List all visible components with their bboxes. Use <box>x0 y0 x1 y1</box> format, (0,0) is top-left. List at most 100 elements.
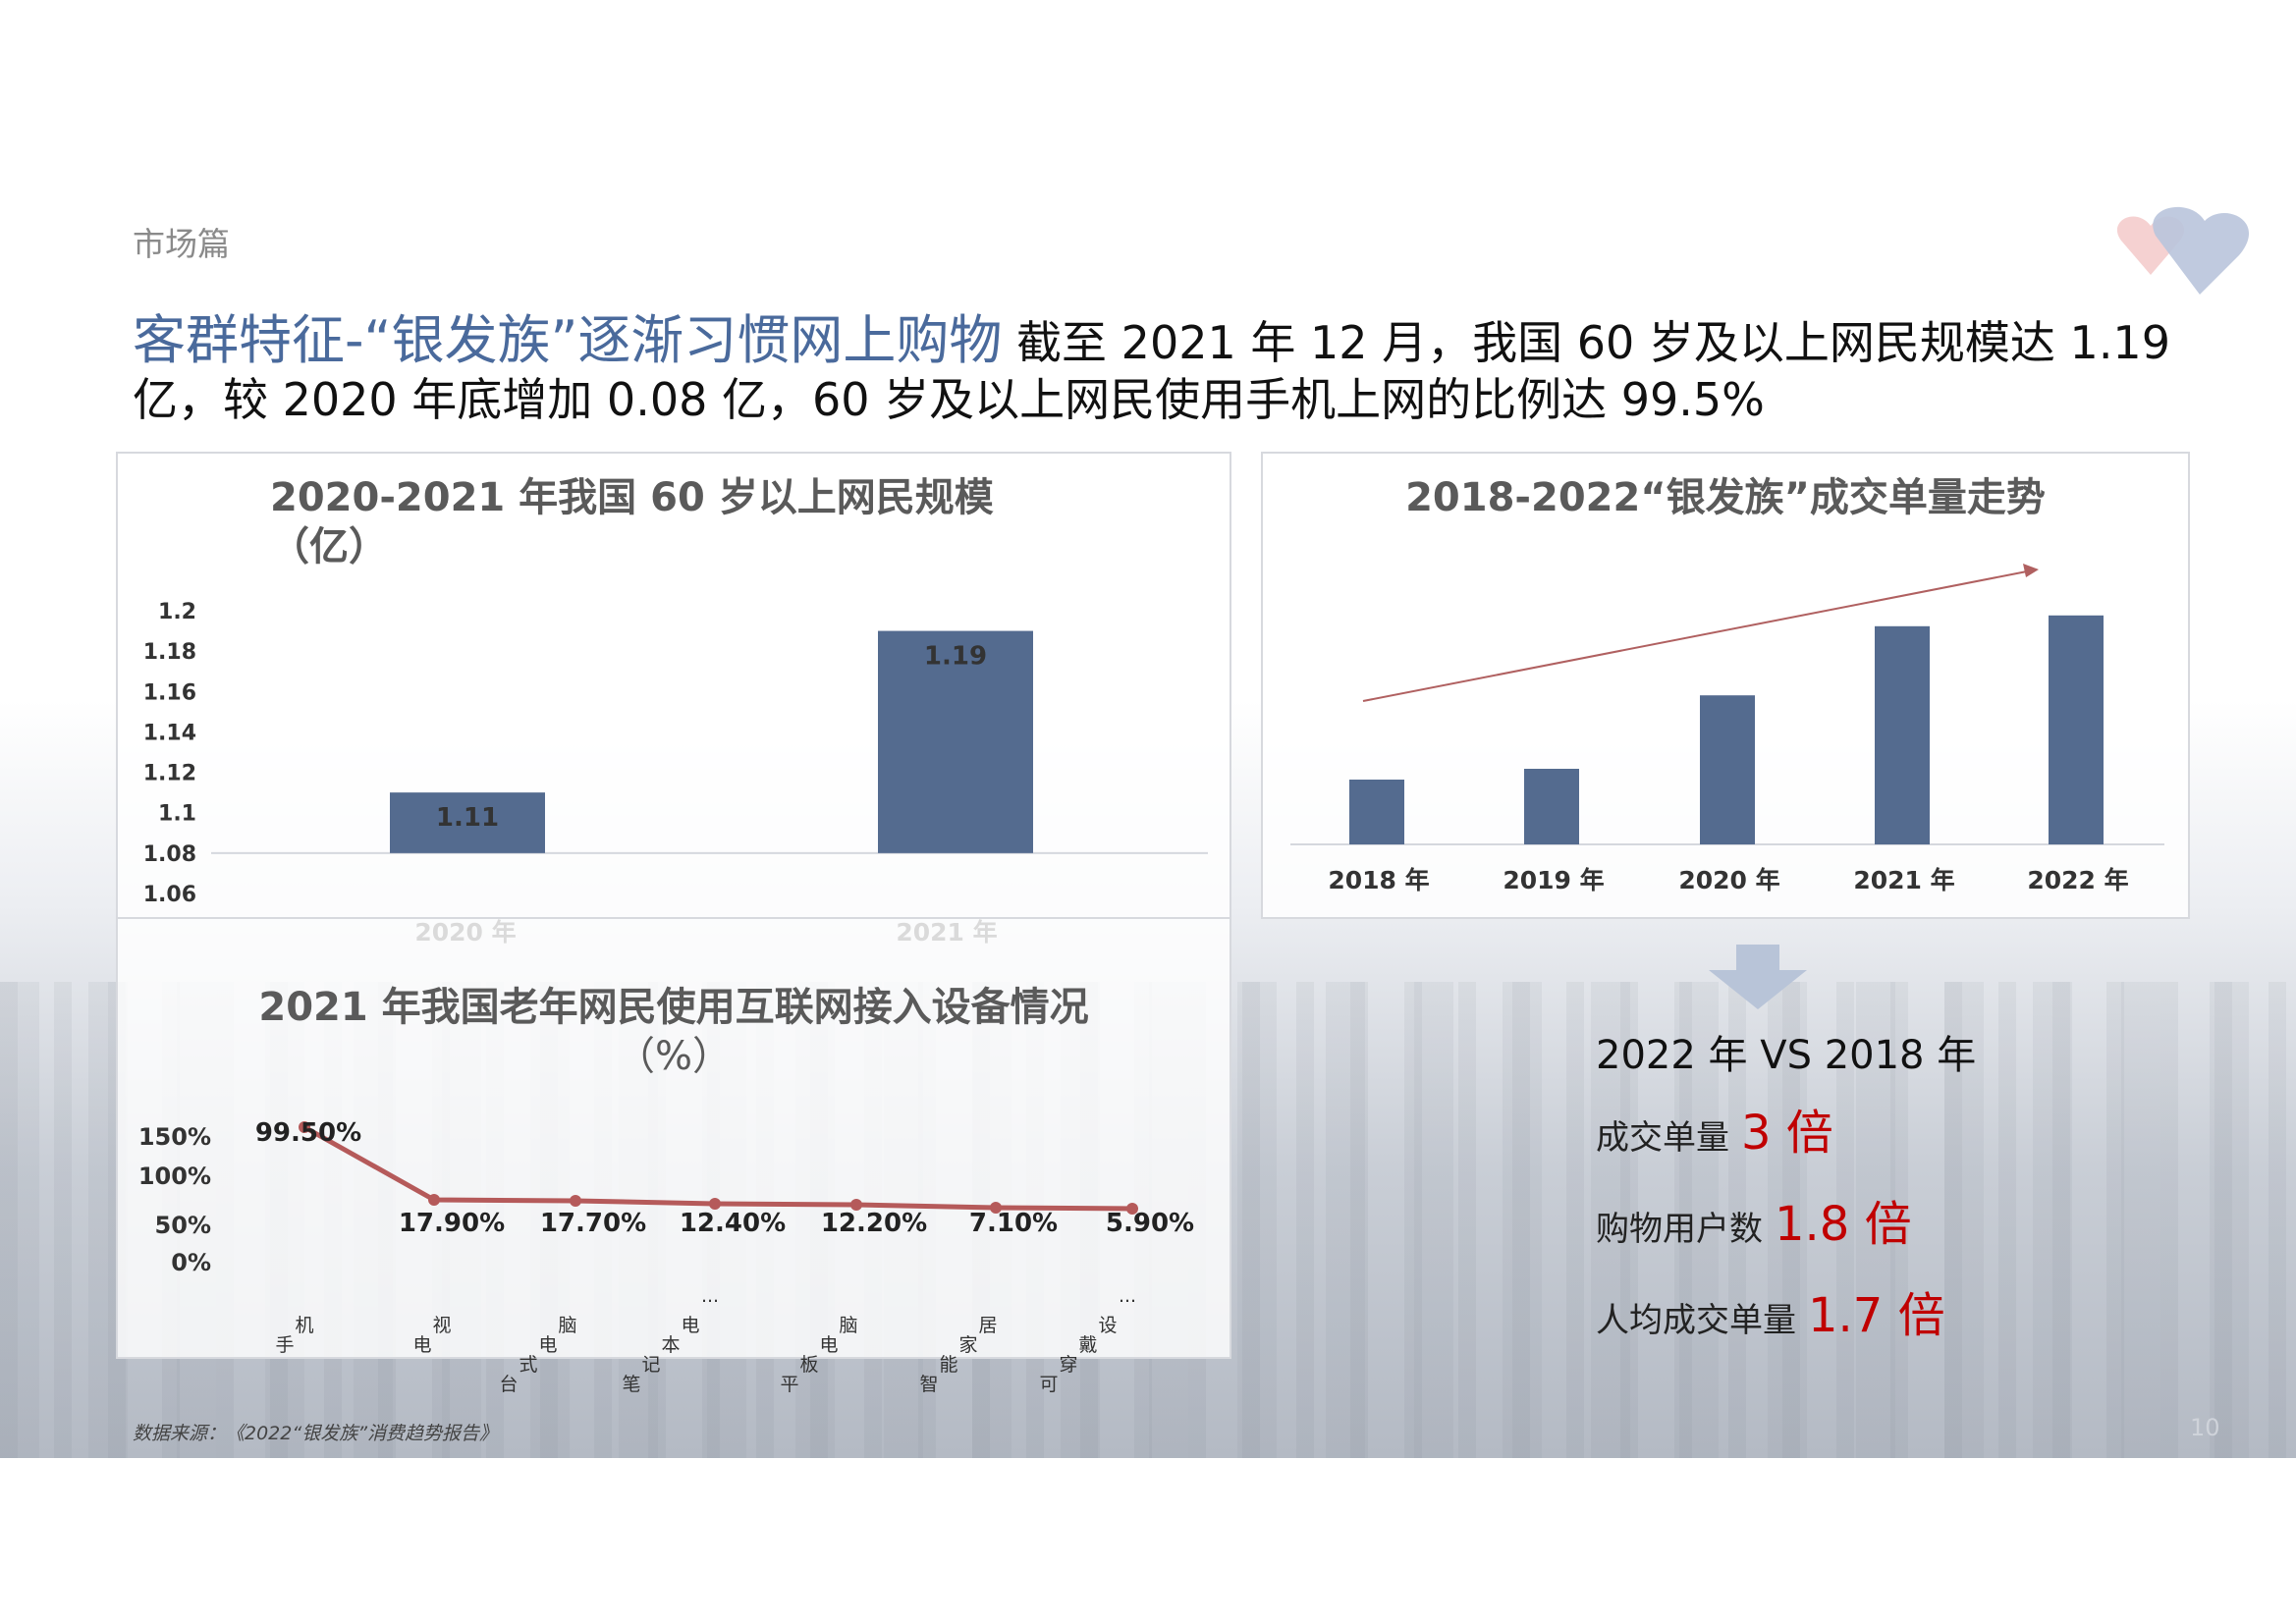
data-label: 7.10% <box>969 1209 1058 1238</box>
data-point <box>1126 1203 1138 1215</box>
y-tick-label: 1.18 <box>143 640 196 665</box>
data-point <box>709 1198 721 1210</box>
heart-logo-icon <box>2116 206 2250 295</box>
chart1-svg: 1.21.181.161.141.121.11.081.061.112020 年… <box>143 600 1208 947</box>
section-label: 市场篇 <box>133 225 230 263</box>
summary-box: 2022 年 VS 2018 年 成交单量 3 倍 购物用户数 1.8 倍 人均成交… <box>1596 1021 2185 1364</box>
y-tick-label: 150% <box>138 1123 211 1151</box>
bar <box>1349 780 1404 844</box>
data-point <box>850 1199 862 1211</box>
x-tick-label-char: 笔 <box>622 1374 640 1395</box>
bar <box>1524 769 1579 844</box>
y-tick-label: 1.1 <box>158 802 196 827</box>
headline-body: 截至 2021 年 12 月，我国 60 岁及以上网民规模达 1.19 亿，较 … <box>133 316 2170 426</box>
x-tick-label: 2022 年 <box>2027 866 2128 894</box>
x-tick-label-char: 可 <box>1039 1374 1058 1395</box>
data-point <box>428 1194 440 1206</box>
x-tick-label-char: 电 <box>412 1334 431 1356</box>
down-arrow-icon <box>1709 945 1807 1009</box>
data-label: 17.70% <box>540 1209 646 1238</box>
data-label: 5.90% <box>1106 1209 1194 1238</box>
x-tick-label-char: 板 <box>799 1354 818 1376</box>
summary-row-users: 购物用户数 1.8 倍 <box>1596 1181 2185 1272</box>
chart1-title-line2: （亿） <box>270 524 388 569</box>
page-number: 10 <box>2190 1414 2220 1441</box>
summary-row-per-capita: 人均成交单量 1.7 倍 <box>1596 1272 2185 1364</box>
chart-panel-devices: 2021 年我国老年网民使用互联网接入设备情况 （%） 150% 100% 50% 0… <box>116 917 1231 1395</box>
x-tick-label-char: 戴 <box>1078 1334 1097 1356</box>
bar <box>390 792 545 853</box>
headline: 客群特征-“银发族”逐渐习惯网上购物 截至 2021 年 12 月，我国 60 … <box>133 312 2195 428</box>
x-tick-label-char: ... <box>1119 1285 1136 1307</box>
summary-value: 1.7 倍 <box>1808 1288 1945 1343</box>
summary-row-orders: 成交单量 3 倍 <box>1596 1090 2185 1181</box>
bar <box>1700 695 1755 844</box>
x-tick-label-char: 手 <box>275 1334 294 1356</box>
y-tick-label: 1.16 <box>143 680 196 705</box>
y-tick-label: 1.2 <box>158 600 196 624</box>
summary-label: 人均成交单量 <box>1596 1301 1796 1340</box>
x-tick-label-char: 电 <box>819 1334 838 1356</box>
data-label: 12.40% <box>680 1209 786 1238</box>
x-tick-label-char: 脑 <box>558 1315 576 1336</box>
x-tick-label-char: 本 <box>661 1334 680 1356</box>
summary-label: 成交单量 <box>1596 1118 1729 1158</box>
x-tick-label-char: 机 <box>295 1315 313 1336</box>
series-line <box>302 1124 1133 1212</box>
chart3-title-line1: 2021 年我国老年网民使用互联网接入设备情况 <box>258 985 1089 1030</box>
x-tick-label-char: 台 <box>499 1374 518 1395</box>
chart1-title-line1: 2020-2021 年我国 60 岁以上网民规模 <box>270 475 994 520</box>
summary-title: 2022 年 VS 2018 年 <box>1596 1033 1977 1078</box>
x-tick-label-char: 脑 <box>839 1315 857 1336</box>
x-tick-label: 2020 年 <box>1678 866 1779 894</box>
y-tick-label: 50% <box>155 1212 211 1239</box>
trend-arrow-line <box>1362 570 2028 702</box>
summary-value: 3 倍 <box>1741 1106 1833 1161</box>
x-tick-label-char: 设 <box>1098 1315 1117 1336</box>
chart-panel-netizen-scale: 2020-2021 年我国 60 岁以上网民规模 （亿） 1.2 1.18 1.16… <box>116 452 1231 947</box>
chart3-title-line2: （%） <box>615 1034 732 1079</box>
bar <box>1875 625 1930 844</box>
x-tick-label-char: ... <box>701 1285 719 1307</box>
chart3-title: 2021 年我国老年网民使用互联网接入设备情况 （%） <box>118 983 1230 1081</box>
chart3-svg: 150% 100% 50% 0% 99.50% 17.90% 17.70% 12.40% 12.… <box>138 1118 1194 1395</box>
y-tick-label: 1.12 <box>143 762 196 786</box>
x-tick-label-char: 记 <box>641 1354 660 1376</box>
bar <box>878 630 1033 853</box>
x-tick-label-char: 电 <box>681 1315 699 1336</box>
x-tick-label: 2021 年 <box>1853 866 1954 894</box>
y-tick-label: 1.14 <box>143 721 196 745</box>
y-tick-label: 100% <box>138 1163 211 1190</box>
summary-value: 1.8 倍 <box>1775 1197 1912 1252</box>
summary-label: 购物用户数 <box>1596 1210 1763 1249</box>
data-point <box>299 1121 310 1133</box>
data-point <box>990 1202 1002 1214</box>
y-tick-label: 1.06 <box>143 883 196 907</box>
x-tick-label-char: 视 <box>432 1315 451 1336</box>
y-tick-label: 1.08 <box>143 842 196 867</box>
x-tick-label-char: 电 <box>538 1334 557 1356</box>
y-tick-label: 0% <box>171 1249 211 1276</box>
headline-accent: 客群特征-“银发族”逐渐习惯网上购物 <box>133 309 1003 371</box>
data-label: 12.20% <box>821 1209 927 1238</box>
data-source-note: 数据来源：《2022“银发族”消费趋势报告》 <box>133 1423 499 1444</box>
data-label: 17.90% <box>399 1209 505 1238</box>
x-tick-label-char: 穿 <box>1059 1354 1077 1376</box>
chart2-svg: 2018 年 2019 年 2020 年 2021 年 2022 年 <box>1290 564 2164 894</box>
data-label: 99.50% <box>255 1118 361 1148</box>
bar <box>2049 615 2104 844</box>
x-tick-label: 2018 年 <box>1328 866 1429 894</box>
x-tick-label-char: 能 <box>939 1354 957 1376</box>
x-tick-label-char: 式 <box>519 1354 537 1376</box>
chart1-title: 2020-2021 年我国 60 岁以上网民规模 （亿） <box>270 473 994 571</box>
x-tick-label-char: 平 <box>780 1374 798 1395</box>
trend-arrow-head-icon <box>2023 564 2039 577</box>
data-label: 1.19 <box>924 642 987 672</box>
x-tick-label-char: 居 <box>978 1315 997 1336</box>
x-tick-label-char: 家 <box>958 1334 977 1356</box>
data-label: 1.11 <box>436 803 499 833</box>
chart2-title: 2018-2022“银发族”成交单量走势 <box>1405 475 2046 520</box>
data-point <box>570 1195 581 1207</box>
x-tick-label: 2019 年 <box>1503 866 1604 894</box>
